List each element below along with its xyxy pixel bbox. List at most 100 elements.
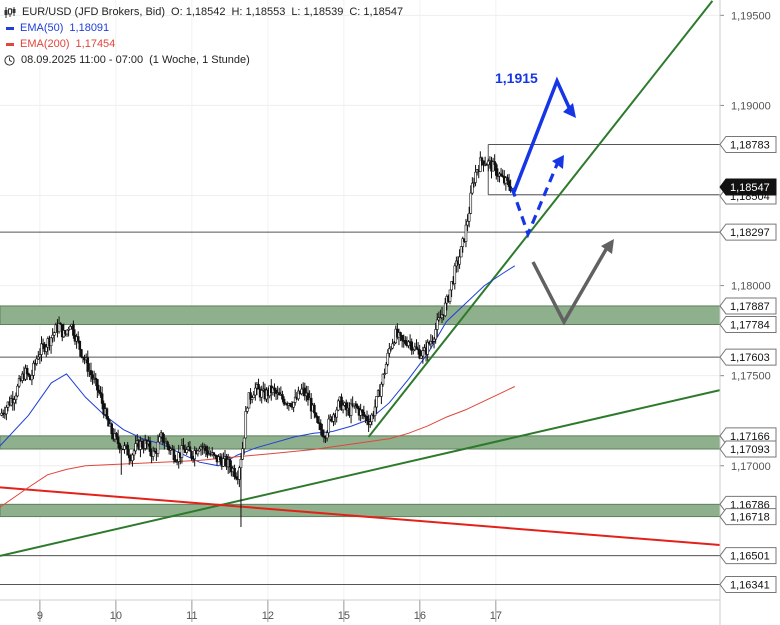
candle bbox=[434, 322, 437, 344]
candle-body bbox=[166, 441, 169, 447]
candle-body bbox=[317, 422, 321, 424]
candle bbox=[282, 396, 286, 407]
candle bbox=[410, 338, 414, 355]
candle bbox=[228, 456, 232, 474]
candle bbox=[250, 395, 254, 404]
candle-body bbox=[335, 409, 339, 418]
candle-body bbox=[44, 346, 48, 352]
y-tick-label: 1,18000 bbox=[731, 281, 771, 293]
candle bbox=[116, 429, 120, 449]
candle-body bbox=[344, 402, 348, 411]
candle-body bbox=[86, 357, 90, 372]
candle bbox=[174, 454, 177, 463]
candle bbox=[27, 372, 31, 378]
candle-body bbox=[383, 373, 386, 375]
support-zone bbox=[0, 305, 721, 326]
candle-body bbox=[204, 446, 208, 451]
candle-body bbox=[222, 458, 225, 467]
candle-body bbox=[14, 395, 18, 400]
candle-body bbox=[3, 413, 7, 416]
candle bbox=[190, 450, 193, 461]
candle bbox=[507, 173, 511, 191]
candle-body bbox=[143, 440, 147, 449]
candle-body bbox=[415, 346, 418, 350]
candle bbox=[391, 338, 394, 350]
candle-body bbox=[321, 429, 324, 437]
candle-body bbox=[273, 387, 276, 391]
candle-body bbox=[81, 356, 85, 359]
candle bbox=[491, 157, 495, 172]
candle bbox=[80, 348, 83, 359]
candle bbox=[375, 396, 378, 414]
candle-body bbox=[282, 398, 286, 405]
legend-ema50-label: EMA(50) bbox=[20, 22, 64, 34]
candle-body bbox=[38, 354, 42, 358]
candle-body bbox=[325, 432, 329, 439]
candle bbox=[319, 419, 323, 436]
candle bbox=[257, 378, 260, 390]
candle bbox=[419, 350, 423, 360]
candle-body bbox=[218, 456, 222, 461]
candle bbox=[143, 434, 147, 451]
price-tag-box bbox=[719, 178, 777, 196]
trendline bbox=[367, 0, 714, 438]
candle bbox=[443, 297, 447, 318]
candle-body bbox=[453, 265, 457, 284]
candle bbox=[14, 392, 18, 405]
legend-ema50-value: 1,18091 bbox=[69, 22, 110, 34]
candle bbox=[392, 340, 396, 347]
candle-body bbox=[426, 342, 429, 355]
candle bbox=[86, 350, 90, 377]
candle-body bbox=[375, 396, 378, 408]
candle bbox=[127, 449, 131, 465]
candle bbox=[234, 472, 238, 481]
price-tag-label: 1,17784 bbox=[730, 320, 770, 332]
level-tag: 1,18783 bbox=[719, 136, 777, 154]
candle-body bbox=[57, 323, 61, 333]
candle bbox=[482, 160, 485, 172]
horizontal-levels bbox=[0, 144, 720, 586]
candle-body bbox=[439, 317, 442, 320]
candle bbox=[327, 414, 331, 437]
candle bbox=[386, 349, 390, 367]
trendline bbox=[0, 486, 721, 547]
candle bbox=[0, 408, 3, 417]
candle bbox=[373, 399, 377, 422]
candle bbox=[51, 328, 54, 343]
candle-body bbox=[118, 443, 121, 450]
legend-ema200-value: 1,17454 bbox=[75, 38, 116, 50]
candle-body bbox=[322, 435, 326, 438]
candle-body bbox=[469, 192, 473, 214]
candle bbox=[49, 337, 53, 354]
candle bbox=[273, 383, 276, 397]
price-tag-label: 1,17887 bbox=[730, 301, 770, 313]
x-tick-label: 12 bbox=[262, 610, 274, 622]
candle bbox=[458, 249, 461, 269]
candle-body bbox=[467, 213, 471, 222]
legend-ema200-label: EMA(200) bbox=[20, 38, 70, 50]
zone-bottom-tag: 1,17784 bbox=[719, 316, 777, 334]
candle-body bbox=[373, 406, 377, 417]
price-tag-label: 1,17093 bbox=[730, 444, 770, 456]
candle bbox=[249, 388, 252, 405]
candle bbox=[35, 355, 39, 366]
candle-body bbox=[115, 433, 118, 438]
candle bbox=[300, 383, 303, 396]
candle-body bbox=[494, 164, 498, 176]
candle-body bbox=[212, 452, 216, 456]
candle bbox=[362, 405, 366, 420]
candle bbox=[493, 154, 496, 171]
candle-body bbox=[97, 389, 101, 393]
candle bbox=[94, 373, 98, 387]
candle bbox=[241, 441, 244, 461]
level-tag: 1,16501 bbox=[719, 547, 777, 565]
candle-body bbox=[507, 180, 511, 188]
candle-body bbox=[5, 407, 8, 415]
candle bbox=[161, 432, 165, 445]
candle bbox=[501, 169, 504, 178]
dashed-pullback-arrow bbox=[510, 161, 560, 239]
candle-body bbox=[459, 246, 463, 258]
candle-body bbox=[474, 171, 477, 183]
candle-body bbox=[491, 161, 495, 172]
